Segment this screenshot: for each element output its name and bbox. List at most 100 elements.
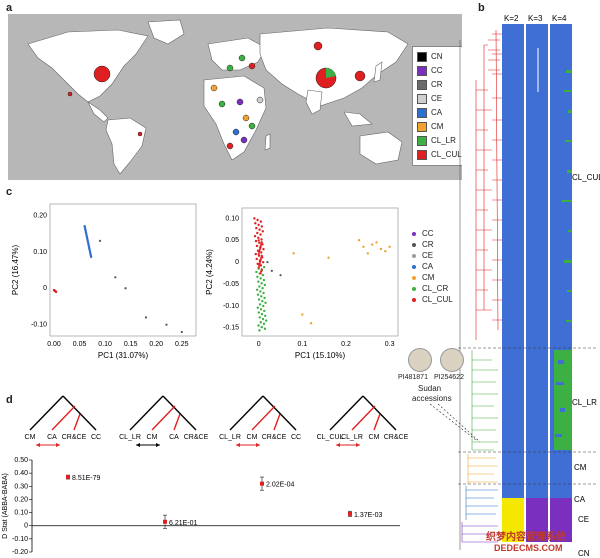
pca2-point	[260, 254, 263, 257]
pca2-point	[260, 225, 264, 228]
pca-legend-item: CA	[412, 261, 472, 272]
pca2-point	[379, 247, 383, 251]
pca2-point	[263, 296, 266, 300]
map-legend-swatch	[417, 93, 427, 104]
map-legend-label: CA	[431, 108, 443, 117]
pca2-point	[263, 283, 267, 287]
pca1-xtick: 0.10	[98, 341, 112, 348]
tree-branch	[51, 405, 76, 431]
pca2-point	[259, 290, 262, 293]
pca1-xtick: 0.15	[124, 341, 138, 348]
pca2-point	[254, 252, 257, 256]
tree-arrow-head	[256, 443, 260, 447]
tree-leaf-label: CM	[369, 434, 380, 441]
pca1-point	[165, 323, 168, 326]
map-legend-swatch	[417, 135, 427, 146]
pca2-point	[357, 239, 361, 242]
pca2-frame	[241, 207, 399, 337]
pca2-point	[258, 228, 261, 231]
pca2-point	[260, 238, 263, 241]
pca2-point	[259, 272, 262, 275]
pca2-point	[292, 252, 295, 255]
map-legend-swatch	[417, 65, 427, 76]
pca2-point	[260, 268, 263, 271]
sudan-caption-1: Sudan	[418, 384, 442, 393]
pca2-point	[259, 246, 262, 250]
pca1-point	[180, 330, 183, 334]
pca2-point	[262, 322, 266, 326]
pca-legend-dot	[412, 286, 416, 291]
map-legend-swatch	[417, 107, 427, 118]
pca1-point	[54, 290, 58, 294]
pca2-ytick: 0.10	[225, 215, 239, 222]
pca2-ytick: -0.05	[223, 281, 239, 288]
tree-leaf-label: CR&CE	[384, 434, 409, 441]
tree-leaf-label: CM	[25, 434, 36, 441]
map-legend-swatch	[417, 121, 427, 132]
pca2-point	[270, 269, 273, 272]
pca-legend-dot	[412, 253, 416, 258]
pca2-point	[388, 245, 391, 248]
pca2-point	[264, 314, 267, 317]
pca1-frame	[49, 203, 197, 337]
pca-legend-item: CR	[412, 239, 472, 250]
world-map-svg	[27, 19, 409, 175]
pca2-point	[259, 220, 263, 223]
tree-leaf-label: CR&CE	[262, 434, 287, 441]
pca2-point	[256, 275, 259, 279]
map-legend-label: CC	[431, 66, 443, 75]
pca2-point	[258, 250, 261, 253]
pca2-point	[261, 317, 265, 321]
sudan-acc-1: PI481871	[398, 374, 428, 381]
pca-plot-1: 0.00 0.05 0.10 0.15 0.20 0.25 0.20 0.10 0 -0.10 PC…	[11, 203, 197, 360]
pca2-point	[253, 217, 256, 220]
pca2-point	[262, 304, 265, 308]
pca2-point	[258, 241, 261, 244]
dstat-ytick: 0.20	[14, 496, 28, 503]
pca1-point	[124, 287, 127, 290]
pca2-point	[384, 249, 387, 253]
dstat-ytick: 0.40	[14, 470, 28, 477]
pca2-point	[255, 226, 258, 230]
dstat-point-label: 2.02E-04	[266, 482, 295, 489]
panel-label-c: c	[6, 186, 13, 198]
tree-arrow-head	[56, 443, 60, 447]
pca2-point	[260, 251, 263, 254]
pca2-point	[262, 248, 265, 251]
pca2-point	[258, 262, 261, 265]
tree-branch	[351, 405, 376, 431]
pca2-point	[259, 244, 262, 248]
tree-label-cl-cul: CL_CUL	[572, 173, 600, 182]
dstat-point	[260, 481, 264, 486]
pca2-point	[259, 233, 262, 236]
pca2-xlabel: PC1 (15.10%)	[295, 351, 346, 360]
pca1-xtick: 0.20	[149, 341, 163, 348]
pca-legend-dot	[412, 231, 416, 236]
tree-arrow-head	[356, 443, 360, 447]
pca1-ylabel: PC2 (16.47%)	[11, 245, 20, 296]
pca1-xlabel: PC1 (31.07%)	[98, 351, 149, 360]
panel-label-a: a	[6, 2, 13, 14]
pca2-point	[263, 327, 267, 330]
tree-arrow-head	[236, 443, 240, 447]
sudan-photo-2	[440, 348, 464, 372]
admix-header-k3: K=3	[528, 14, 543, 23]
map-legend-item: CM	[417, 121, 443, 133]
tree-branch	[129, 395, 164, 431]
tree-arrow-head	[336, 443, 340, 447]
tree-branch	[173, 413, 181, 431]
pca2-point	[257, 236, 260, 240]
map-legend-label: CN	[431, 52, 443, 61]
watermark-cn: 织梦内容管理系统	[486, 532, 566, 543]
pca2-point	[279, 274, 282, 277]
sudan-acc-2: PI254622	[434, 374, 464, 381]
pca1-ytick: 0.10	[33, 249, 47, 256]
sudan-caption-2: accessions	[412, 394, 452, 403]
pca2-point	[258, 316, 261, 319]
map-legend-item: CR	[417, 79, 443, 91]
tree-branch	[229, 395, 264, 431]
pca2-point	[261, 273, 265, 277]
pca2-point	[254, 222, 257, 225]
pca2-point	[259, 277, 262, 280]
pca2-ytick: 0.05	[225, 237, 239, 244]
